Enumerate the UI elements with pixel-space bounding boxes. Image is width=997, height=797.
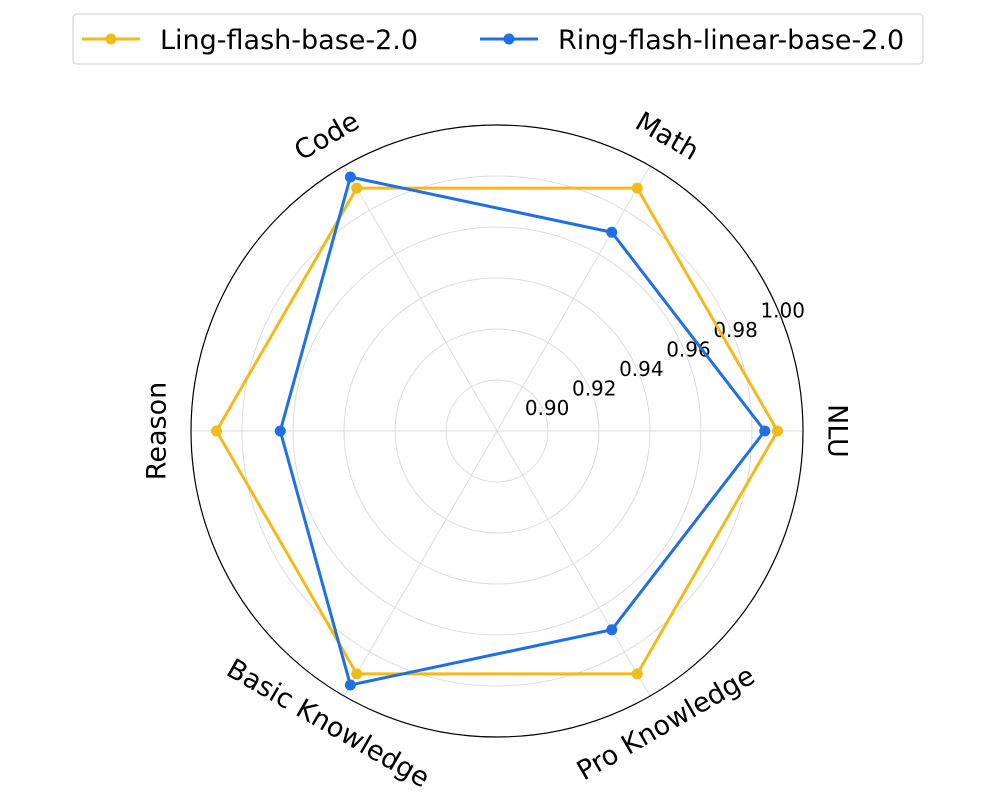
legend-entry-2: Ring-flash-linear-base-2.0 <box>480 25 904 56</box>
axis-label-reason: Reason <box>142 382 173 480</box>
axis-label-pro-knowledge: Pro Knowledge <box>572 660 761 787</box>
data-point-2-code <box>344 171 356 183</box>
data-point-1-pro-knowledge <box>631 668 643 680</box>
radial-tick-labels: 0.900.920.940.960.981.00 <box>525 298 805 420</box>
axis-label-code: Code <box>289 106 364 167</box>
grid-spoke-2 <box>496 165 651 432</box>
outer-frame <box>190 124 804 738</box>
tick-label-1: 0.90 <box>525 396 570 420</box>
series-2 <box>274 171 771 691</box>
tick-label-3: 0.94 <box>619 357 664 381</box>
tick-label-2: 0.92 <box>572 376 617 400</box>
legend: Ling-flash-base-2.0 Ring-flash-linear-ba… <box>72 13 924 65</box>
legend-label-2: Ring-flash-linear-base-2.0 <box>558 25 904 56</box>
data-point-2-pro-knowledge <box>606 624 618 636</box>
grid-spoke-3 <box>343 165 498 432</box>
grid-spoke-6 <box>496 430 651 697</box>
data-point-1-reason <box>211 425 222 437</box>
series-1 <box>211 182 783 680</box>
legend-marker-2 <box>503 33 515 45</box>
tick-label-4: 0.96 <box>666 337 711 361</box>
legend-entry-1: Ling-flash-base-2.0 <box>82 25 418 56</box>
data-point-1-nlu <box>772 425 783 437</box>
tick-label-6: 1.00 <box>760 298 805 322</box>
legend-marker-1 <box>105 33 117 45</box>
data-point-2-math <box>606 226 618 238</box>
axis-label-nlu: NLU <box>822 404 853 458</box>
data-point-1-math <box>631 182 643 194</box>
data-point-2-basic-knowledge <box>344 679 356 691</box>
data-point-1-code <box>351 182 363 194</box>
data-point-2-reason <box>274 425 286 437</box>
grid <box>190 124 804 738</box>
data-series <box>211 171 783 691</box>
axis-label-math: Math <box>630 106 704 167</box>
data-point-2-nlu <box>759 425 771 437</box>
data-point-1-basic-knowledge <box>351 668 363 680</box>
legend-label-1: Ling-flash-base-2.0 <box>160 25 418 56</box>
grid-spoke-5 <box>343 430 498 697</box>
